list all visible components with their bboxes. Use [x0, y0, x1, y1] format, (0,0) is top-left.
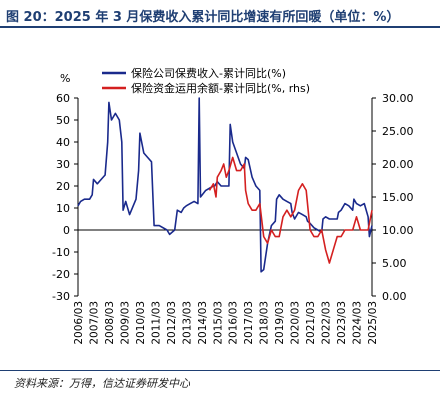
x-tick-label: 2017/03 — [243, 301, 255, 345]
right-tick-label: 10.00 — [382, 224, 414, 237]
x-tick-label: 2022/03 — [321, 301, 333, 345]
x-tick-label: 2025/03 — [367, 301, 379, 345]
x-tick-label: 2012/03 — [166, 301, 178, 345]
x-tick-label: 2021/03 — [305, 301, 317, 345]
left-tick-label: 30 — [56, 158, 70, 171]
x-tick-label: 2015/03 — [212, 301, 224, 345]
x-tick-label: 2024/03 — [352, 301, 364, 345]
x-tick-label: 2020/03 — [290, 301, 302, 345]
left-axis-unit: % — [60, 72, 70, 85]
left-tick-label: 10 — [56, 202, 70, 215]
source-note: 资料来源：万得，信达证券研发中心 — [14, 377, 190, 390]
left-tick-label: 0 — [63, 224, 70, 237]
right-tick-label: 25.00 — [382, 125, 414, 138]
left-tick-label: 40 — [56, 136, 70, 149]
right-tick-label: 15.00 — [382, 191, 414, 204]
legend-label-2: 保险资金运用余额-累计同比(%, rhs) — [131, 81, 310, 95]
x-tick-label: 2011/03 — [150, 301, 162, 345]
right-tick-label: 5.00 — [382, 257, 407, 270]
x-tick-label: 2014/03 — [197, 301, 209, 345]
title-divider — [0, 26, 440, 28]
x-tick-label: 2006/03 — [73, 301, 85, 345]
left-tick-label: -10 — [52, 246, 70, 259]
series-line-2 — [208, 156, 373, 264]
left-tick-label: -20 — [52, 268, 70, 281]
source-divider — [0, 370, 440, 371]
x-tick-label: 2009/03 — [119, 301, 131, 345]
x-tick-label: 2007/03 — [88, 301, 100, 345]
left-tick-label: 50 — [56, 114, 70, 127]
x-tick-label: 2013/03 — [181, 301, 193, 345]
left-tick-label: 60 — [56, 92, 70, 105]
plot-area: -30 -20 -10 0 10 20 30 40 50 60% 0.00 5.00 10.00 15.0… — [52, 66, 413, 345]
series-line-1 — [77, 97, 373, 273]
right-tick-label: 30.00 — [382, 92, 414, 105]
right-tick-label: 0.00 — [382, 290, 407, 303]
x-tick-label: 2010/03 — [135, 301, 147, 345]
x-tick-label: 2008/03 — [104, 301, 116, 345]
left-tick-label: 20 — [56, 180, 70, 193]
left-tick-label: -30 — [52, 290, 70, 303]
x-tick-label: 2023/03 — [336, 301, 348, 345]
x-tick-label: 2018/03 — [259, 301, 271, 345]
legend-label-1: 保险公司保费收入-累计同比(%) — [131, 66, 286, 80]
chart-title: 图 20：2025 年 3 月保费收入累计同比增速有所回暖（单位：%） — [6, 10, 400, 25]
line-chart: -30 -20 -10 0 10 20 30 40 50 60% 0.00 5.00 10.00 15.0… — [52, 66, 413, 345]
right-tick-label: 20.00 — [382, 158, 414, 171]
x-tick-label: 2016/03 — [228, 301, 240, 345]
x-tick-label: 2019/03 — [274, 301, 286, 345]
